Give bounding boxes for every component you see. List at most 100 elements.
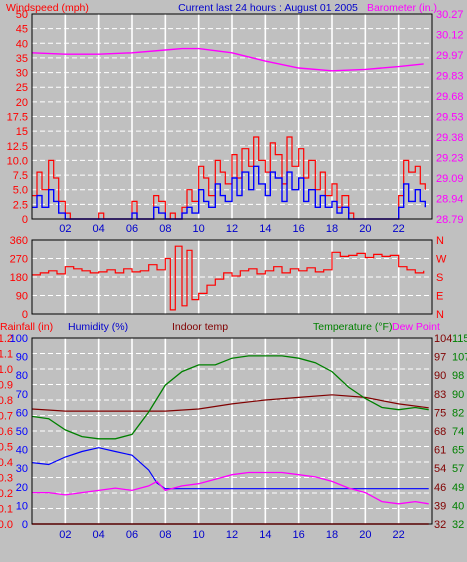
temperature-tick-label: 65 xyxy=(452,445,464,457)
temperature-tick-label: 115 xyxy=(452,333,467,345)
indoor-temp-tick-labels: 32 39 46 54 61 68 75 83 90 97 104 xyxy=(434,333,452,531)
wind-barometer-chart: Windspeed (mph) Current last 24 hours : … xyxy=(6,2,464,235)
temperature-chart-grid xyxy=(32,338,432,524)
wind-time-label: 02 xyxy=(59,223,71,235)
direction-degree-tick-label: 360 xyxy=(10,235,28,247)
indoor-temp-tick-label: 39 xyxy=(434,500,446,512)
indoor-temp-tick-label: 61 xyxy=(434,445,446,457)
humidity-tick-label: 30 xyxy=(16,463,28,475)
windspeed-tick-label: 40 xyxy=(16,38,28,50)
indoor-temp-tick-label: 46 xyxy=(434,482,446,494)
humidity-tick-label: 10 xyxy=(16,500,28,512)
wind-time-label: 14 xyxy=(259,223,271,235)
indoor-temp-tick-label: 104 xyxy=(434,333,452,345)
rainfall-tick-labels: 0.0 0.1 0.2 0.3 0.4 0.5 0.6 0.7 0.8 0.9 1.0 1.1 1.2 xyxy=(0,333,13,531)
chart-title: Current last 24 hours : August 01 2005 xyxy=(178,2,358,14)
temperature-chart-time-labels: 02 04 06 08 10 12 14 16 18 20 22 xyxy=(59,529,405,541)
wind-time-label: 06 xyxy=(126,223,138,235)
temperature-tick-label: 40 xyxy=(452,500,464,512)
windspeed-axis-title: Windspeed (mph) xyxy=(6,2,89,14)
direction-chart-grid xyxy=(32,240,432,314)
windspeed-tick-labels: 0 2.5 5.0 7.5 10.0 12.5 15 17.5 20 25 30 35 40 45 50 xyxy=(7,9,28,226)
direction-compass-tick-label: N xyxy=(436,309,444,321)
wind-time-label: 20 xyxy=(359,223,371,235)
direction-chart-series xyxy=(32,245,425,311)
rainfall-tick-label: 1.1 xyxy=(0,349,13,361)
barometer-tick-label: 28.94 xyxy=(436,194,464,206)
temperature-chart-series xyxy=(31,355,429,525)
barometer-tick-label: 30.12 xyxy=(436,30,464,42)
wind-chart-series xyxy=(31,47,426,220)
temperature-chart-frame xyxy=(31,337,433,525)
temperature-time-label: 10 xyxy=(193,529,205,541)
direction-chart-frame xyxy=(31,239,433,315)
temperature-line xyxy=(31,355,429,440)
temperature-time-label: 02 xyxy=(59,529,71,541)
wind-average-line xyxy=(32,165,426,220)
direction-compass-tick-label: N xyxy=(436,235,444,247)
temperature-axis-title: Temperature (°F) xyxy=(313,321,392,333)
wind-chart-time-labels: 02 04 06 08 10 12 14 16 18 20 22 xyxy=(59,223,405,235)
temperature-time-label: 14 xyxy=(259,529,271,541)
windspeed-tick-label: 7.5 xyxy=(13,170,28,182)
temperature-tick-label: 107 xyxy=(452,352,467,364)
rainfall-tick-label: 0.0 xyxy=(0,519,13,531)
wind-direction-line xyxy=(32,245,425,311)
temperature-chart: Rainfall (in) Humidity (%) Indoor temp T… xyxy=(0,321,467,541)
barometer-tick-label: 29.38 xyxy=(436,132,464,144)
temperature-time-label: 18 xyxy=(326,529,338,541)
temperature-tick-label: 82 xyxy=(452,407,464,419)
humidity-tick-label: 0 xyxy=(22,519,28,531)
temperature-time-label: 06 xyxy=(126,529,138,541)
wind-gust-line xyxy=(32,136,426,220)
barometer-tick-label: 29.09 xyxy=(436,173,464,185)
wind-time-label: 16 xyxy=(293,223,305,235)
humidity-line xyxy=(31,447,429,490)
windspeed-tick-label: 2.5 xyxy=(13,199,28,211)
barometer-tick-label: 29.97 xyxy=(436,50,464,62)
temperature-tick-label: 32 xyxy=(452,519,464,531)
indoor-temp-axis-title: Indoor temp xyxy=(172,321,228,333)
humidity-tick-label: 60 xyxy=(16,407,28,419)
direction-degree-tick-label: 270 xyxy=(10,254,28,266)
indoor-temp-tick-label: 75 xyxy=(434,407,446,419)
wind-time-label: 10 xyxy=(193,223,205,235)
windspeed-tick-label: 17.5 xyxy=(7,112,28,124)
indoor-temp-tick-label: 32 xyxy=(434,519,446,531)
wind-time-label: 18 xyxy=(326,223,338,235)
rainfall-tick-label: 1.2 xyxy=(0,333,13,345)
humidity-tick-labels: 0 10 20 30 40 50 60 70 80 90 100 xyxy=(10,333,28,531)
dew-point-line xyxy=(32,471,429,505)
barometer-line xyxy=(31,47,424,72)
temperature-time-label: 22 xyxy=(393,529,405,541)
direction-compass-tick-label: S xyxy=(436,272,443,284)
rainfall-tick-label: 0.3 xyxy=(0,473,13,485)
rainfall-tick-label: 0.9 xyxy=(0,380,13,392)
indoor-temp-tick-label: 97 xyxy=(434,352,446,364)
temperature-tick-label: 57 xyxy=(452,463,464,475)
humidity-tick-label: 90 xyxy=(16,352,28,364)
direction-degree-tick-label: 180 xyxy=(10,272,28,284)
dew-point-axis-title: Dew Point xyxy=(392,321,440,333)
temperature-time-label: 16 xyxy=(293,529,305,541)
windspeed-tick-label: 45 xyxy=(16,24,28,36)
wind-time-label: 22 xyxy=(393,223,405,235)
rainfall-tick-label: 0.7 xyxy=(0,411,13,423)
direction-degree-tick-label: 0 xyxy=(22,309,28,321)
humidity-tick-label: 100 xyxy=(10,333,28,345)
windspeed-tick-label: 50 xyxy=(16,9,28,21)
indoor-temp-tick-label: 54 xyxy=(434,463,446,475)
wind-time-label: 08 xyxy=(159,223,171,235)
temperature-tick-label: 49 xyxy=(452,482,464,494)
direction-compass-tick-label: E xyxy=(436,291,443,303)
temperature-time-label: 08 xyxy=(159,529,171,541)
temperature-time-label: 20 xyxy=(359,529,371,541)
humidity-tick-label: 80 xyxy=(16,370,28,382)
rainfall-tick-label: 0.8 xyxy=(0,395,13,407)
windspeed-tick-label: 35 xyxy=(16,53,28,65)
barometer-tick-label: 29.68 xyxy=(436,91,464,103)
wind-time-label: 04 xyxy=(93,223,105,235)
